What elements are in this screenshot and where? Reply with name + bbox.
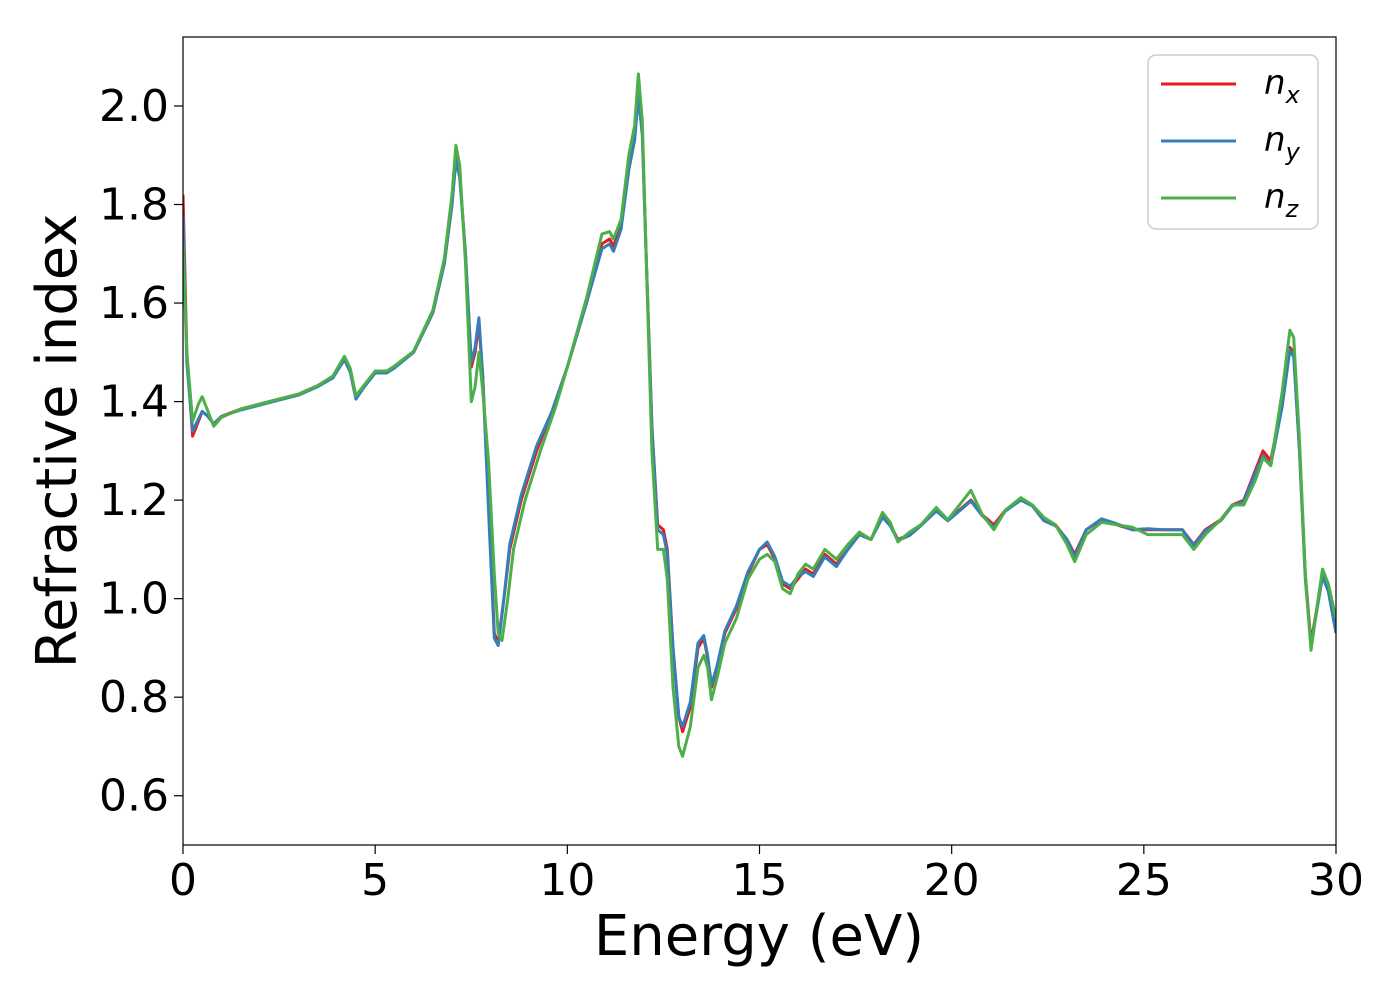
y-tick-label: 1.6 — [99, 278, 169, 329]
y-tick-label: 1.2 — [99, 475, 169, 526]
legend-label-nz: nz — [1264, 177, 1300, 223]
x-tick-label: 0 — [169, 855, 197, 906]
x-axis-ticks: 0 5 10 15 20 25 30 — [169, 845, 1364, 906]
y-axis-label: Refractive index — [25, 214, 90, 669]
x-axis-label: Energy (eV) — [594, 904, 924, 969]
y-tick-label: 0.8 — [99, 672, 169, 723]
x-tick-label: 25 — [1116, 855, 1172, 906]
y-tick-label: 1.4 — [99, 377, 169, 428]
x-tick-label: 20 — [924, 855, 980, 906]
x-tick-label: 15 — [732, 855, 788, 906]
legend-label-nx: nx — [1264, 63, 1301, 109]
series-lines — [183, 72, 1336, 758]
y-tick-label: 0.6 — [99, 771, 169, 822]
legend-label-ny: ny — [1264, 120, 1301, 166]
y-tick-label: 1.0 — [99, 574, 169, 625]
legend: nx ny nz — [1147, 54, 1319, 230]
series-line-nz — [183, 72, 1336, 758]
y-tick-label: 1.8 — [99, 180, 169, 231]
x-tick-label: 10 — [539, 855, 595, 906]
y-tick-label: 2.0 — [99, 81, 169, 132]
plot-frame — [182, 36, 1337, 846]
x-tick-label: 30 — [1308, 855, 1364, 906]
y-axis-ticks: 0.6 0.8 1.0 1.2 1.4 1.6 1.8 2.0 — [99, 81, 183, 822]
x-tick-label: 5 — [361, 855, 389, 906]
